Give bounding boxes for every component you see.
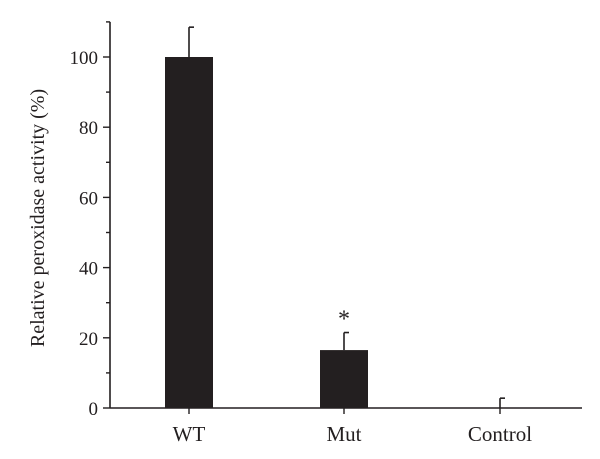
x-tick-label: WT — [173, 422, 206, 446]
y-axis-title: Relative peroxidase activity (%) — [27, 89, 49, 347]
y-tick-label: 60 — [79, 188, 98, 209]
y-tick-label: 0 — [89, 399, 99, 420]
bar-wt — [165, 57, 213, 408]
labels: 0 20 40 60 80 100 WT Mut Control * — [70, 48, 533, 446]
bar-mut — [320, 350, 368, 408]
x-tick-label: Control — [468, 422, 532, 446]
y-tick-label: 20 — [79, 329, 98, 350]
y-tick-label: 80 — [79, 118, 98, 139]
y-tick-label: 100 — [70, 48, 99, 69]
bars — [165, 26, 505, 408]
x-tick-label: Mut — [326, 422, 361, 446]
y-tick-label: 40 — [79, 259, 98, 280]
significance-marker: * — [338, 307, 350, 333]
